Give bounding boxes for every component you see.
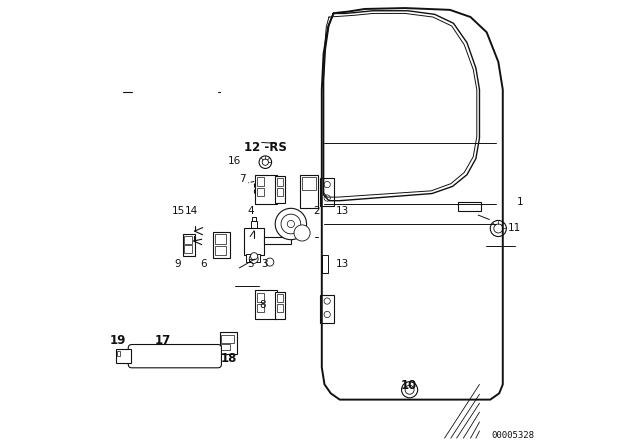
Circle shape (324, 195, 330, 201)
Bar (320, 178, 334, 206)
Bar (221, 344, 230, 350)
Circle shape (275, 208, 307, 240)
Bar (257, 188, 264, 196)
Text: 19: 19 (109, 334, 126, 347)
Bar (252, 230, 257, 233)
Text: 16: 16 (228, 156, 241, 166)
Bar (257, 304, 264, 312)
Circle shape (250, 253, 258, 260)
Text: 11: 11 (508, 224, 522, 233)
Bar (255, 175, 276, 204)
Text: 6: 6 (200, 259, 207, 269)
Bar (277, 188, 283, 196)
Text: 15: 15 (172, 206, 186, 215)
Text: 14: 14 (185, 206, 198, 215)
Bar (275, 176, 285, 203)
Text: 13: 13 (335, 259, 349, 269)
Bar (116, 351, 120, 356)
Bar (255, 290, 276, 319)
Circle shape (262, 159, 269, 165)
Bar (213, 232, 230, 258)
Bar (246, 254, 260, 262)
Bar (184, 245, 192, 253)
Bar (275, 292, 285, 319)
Text: 2: 2 (314, 206, 320, 215)
Circle shape (281, 214, 301, 234)
Circle shape (287, 220, 294, 228)
Text: 7: 7 (239, 174, 246, 184)
Text: 13: 13 (335, 206, 349, 215)
Text: 18: 18 (221, 352, 237, 365)
Bar (215, 246, 226, 255)
Bar (183, 234, 195, 256)
Circle shape (324, 181, 330, 188)
Bar (277, 178, 283, 186)
Text: 8: 8 (260, 300, 266, 310)
Circle shape (324, 298, 330, 304)
Text: 5: 5 (248, 259, 254, 269)
Bar (322, 255, 328, 273)
Bar (257, 293, 264, 302)
Circle shape (249, 254, 258, 263)
Bar (264, 237, 291, 244)
Text: 9: 9 (174, 259, 181, 269)
Bar (302, 177, 316, 190)
Bar (252, 217, 257, 221)
Bar (184, 236, 192, 244)
Bar (300, 175, 318, 208)
Text: 1: 1 (517, 197, 524, 207)
Circle shape (259, 156, 271, 168)
Circle shape (324, 311, 330, 318)
Circle shape (494, 224, 503, 233)
Text: 00005328: 00005328 (491, 431, 534, 440)
Bar (215, 234, 226, 244)
Bar (221, 335, 234, 343)
Bar (277, 304, 283, 312)
Circle shape (294, 225, 310, 241)
Circle shape (401, 382, 418, 398)
Bar (320, 295, 334, 323)
Bar (322, 305, 328, 323)
Text: 17: 17 (154, 334, 170, 347)
Text: 10: 10 (401, 379, 417, 392)
Bar (277, 294, 283, 302)
Circle shape (266, 258, 274, 266)
Circle shape (490, 220, 506, 237)
Text: 4: 4 (248, 206, 254, 215)
Text: 3: 3 (261, 259, 268, 269)
Bar (458, 202, 481, 211)
Text: 12 -RS: 12 -RS (244, 141, 287, 155)
Circle shape (405, 385, 414, 394)
Bar (251, 221, 257, 230)
Bar (116, 349, 131, 363)
FancyBboxPatch shape (128, 345, 221, 368)
Bar (244, 228, 264, 255)
Bar (220, 332, 237, 354)
Bar (257, 177, 264, 186)
